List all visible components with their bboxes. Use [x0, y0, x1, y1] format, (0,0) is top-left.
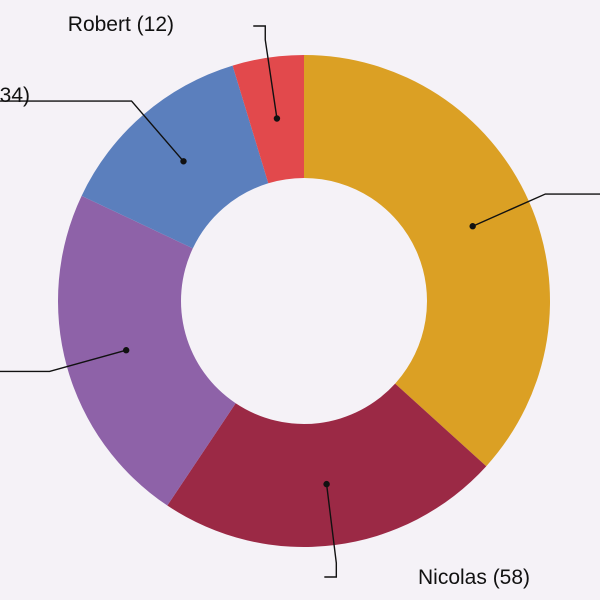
donut-slice-2: [57, 195, 236, 506]
donut-slice-0: [304, 55, 550, 467]
donut-slice-3: [81, 65, 269, 249]
leader-line-3: [0, 100, 185, 162]
leader-line-0: [472, 193, 600, 227]
slice-label-nicolas: Nicolas (58): [418, 566, 530, 589]
leader-dot-0: [469, 223, 476, 230]
slice-label-partial-34: 34): [0, 84, 30, 107]
leader-dot-1: [323, 480, 330, 488]
leader-line-1: [324, 484, 338, 578]
callouts-layer: Robert (12) 34) Nicolas (58): [0, 13, 600, 589]
donut-slice-4: [232, 55, 304, 184]
slices-layer: [57, 55, 550, 547]
donut-slice-1: [167, 383, 487, 547]
leader-dot-4: [273, 115, 281, 122]
leader-line-2: [0, 349, 127, 373]
leader-dot-2: [122, 347, 130, 354]
leader-dot-3: [180, 158, 187, 165]
leader-line-4: [253, 25, 278, 119]
slice-label-robert: Robert (12): [68, 13, 174, 36]
